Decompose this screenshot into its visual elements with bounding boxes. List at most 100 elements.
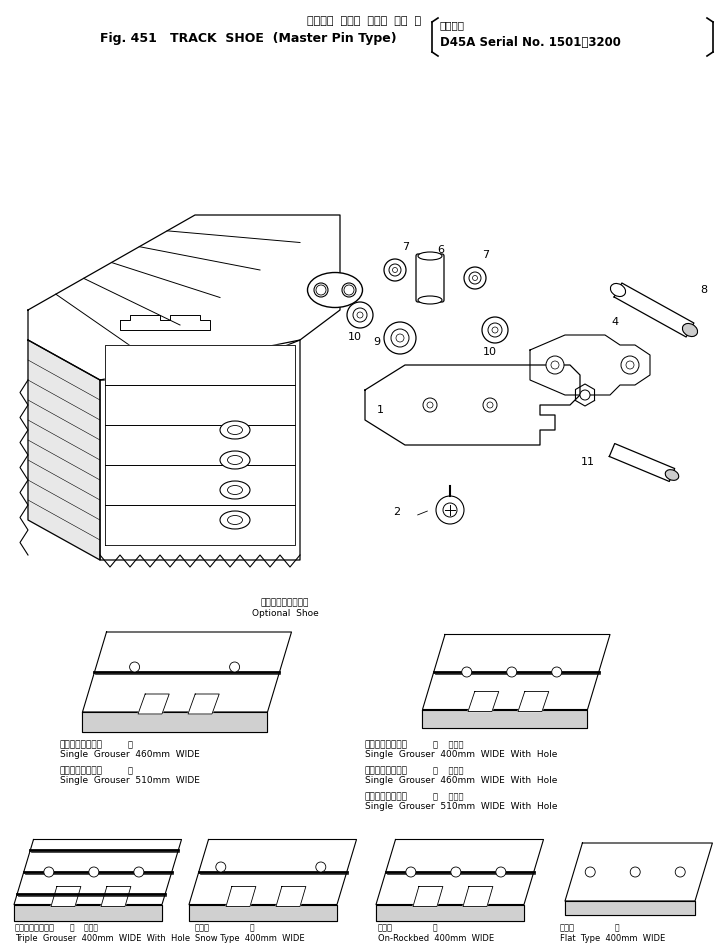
- Polygon shape: [28, 215, 340, 380]
- Circle shape: [134, 867, 144, 877]
- Circle shape: [357, 312, 363, 318]
- Circle shape: [551, 361, 559, 369]
- Ellipse shape: [227, 425, 242, 435]
- Circle shape: [436, 496, 464, 524]
- Polygon shape: [609, 443, 675, 481]
- Ellipse shape: [418, 296, 442, 304]
- Polygon shape: [105, 385, 295, 425]
- Text: シングルグローサ: シングルグローサ: [60, 740, 103, 749]
- Ellipse shape: [307, 273, 363, 307]
- Circle shape: [391, 329, 409, 347]
- Text: シングルグローサ: シングルグローサ: [60, 766, 103, 775]
- Circle shape: [507, 667, 517, 677]
- Circle shape: [396, 334, 404, 342]
- Text: 1: 1: [376, 405, 384, 415]
- Text: 6: 6: [437, 245, 444, 255]
- Polygon shape: [28, 340, 100, 560]
- Circle shape: [482, 317, 508, 343]
- Ellipse shape: [342, 283, 356, 297]
- Text: 8: 8: [700, 285, 707, 295]
- Circle shape: [215, 862, 226, 872]
- Circle shape: [630, 867, 640, 877]
- Text: 11: 11: [581, 457, 595, 467]
- Polygon shape: [422, 634, 610, 709]
- Circle shape: [229, 662, 240, 672]
- Polygon shape: [101, 886, 131, 906]
- Ellipse shape: [220, 481, 250, 499]
- Circle shape: [496, 867, 506, 877]
- Text: オプショナルシュー: オプショナルシュー: [261, 598, 309, 607]
- Circle shape: [488, 323, 502, 337]
- Ellipse shape: [682, 323, 697, 337]
- Text: 適用号機: 適用号機: [440, 20, 465, 30]
- Text: 3: 3: [600, 383, 607, 393]
- Circle shape: [423, 398, 437, 412]
- Polygon shape: [105, 505, 295, 545]
- Text: 幅    穴あき: 幅 穴あき: [433, 740, 464, 749]
- Text: Single  Grouser  460mm  WIDE  With  Hole: Single Grouser 460mm WIDE With Hole: [365, 776, 558, 785]
- Text: 雪上用: 雪上用: [195, 923, 210, 932]
- Polygon shape: [413, 886, 443, 906]
- Polygon shape: [565, 901, 695, 915]
- Ellipse shape: [610, 283, 625, 297]
- Ellipse shape: [384, 259, 406, 281]
- Polygon shape: [376, 840, 544, 904]
- Circle shape: [89, 867, 99, 877]
- Polygon shape: [614, 283, 694, 337]
- Ellipse shape: [392, 267, 397, 273]
- Polygon shape: [189, 904, 337, 921]
- Circle shape: [492, 327, 498, 333]
- Ellipse shape: [389, 264, 401, 276]
- Polygon shape: [14, 904, 162, 921]
- Ellipse shape: [227, 515, 242, 525]
- Polygon shape: [105, 465, 295, 505]
- Text: 7: 7: [402, 242, 409, 252]
- Text: Optional  Shoe: Optional Shoe: [252, 609, 318, 618]
- Ellipse shape: [220, 451, 250, 469]
- Text: D45A Serial No. 1501～3200: D45A Serial No. 1501～3200: [440, 36, 621, 49]
- Polygon shape: [100, 340, 300, 560]
- Polygon shape: [226, 886, 256, 906]
- Circle shape: [44, 867, 54, 877]
- Text: Fig. 451   TRACK  SHOE  (Master Pin Type): Fig. 451 TRACK SHOE (Master Pin Type): [100, 32, 397, 45]
- Text: 岩盤用: 岩盤用: [378, 923, 393, 932]
- Circle shape: [552, 667, 562, 677]
- Ellipse shape: [418, 252, 442, 260]
- Text: 平滑用: 平滑用: [560, 923, 575, 932]
- Ellipse shape: [469, 272, 481, 284]
- Polygon shape: [468, 691, 499, 711]
- FancyBboxPatch shape: [416, 254, 444, 302]
- Circle shape: [316, 285, 326, 295]
- Ellipse shape: [220, 511, 250, 529]
- Circle shape: [462, 667, 472, 677]
- Circle shape: [405, 867, 416, 877]
- Polygon shape: [518, 691, 549, 711]
- Circle shape: [130, 662, 140, 672]
- Circle shape: [443, 503, 457, 517]
- Circle shape: [626, 361, 634, 369]
- Text: 9: 9: [373, 337, 380, 347]
- Polygon shape: [82, 712, 267, 732]
- Polygon shape: [276, 886, 306, 906]
- Text: 幅    穴あき: 幅 穴あき: [433, 792, 464, 801]
- Text: シングルグローサ: シングルグローサ: [365, 766, 408, 775]
- Text: 7: 7: [482, 250, 489, 260]
- Circle shape: [487, 402, 493, 408]
- Text: Single  Grouser  510mm  WIDE  With  Hole: Single Grouser 510mm WIDE With Hole: [365, 802, 558, 811]
- Polygon shape: [365, 365, 580, 445]
- Circle shape: [427, 402, 433, 408]
- Text: シングルグローサ: シングルグローサ: [365, 792, 408, 801]
- Polygon shape: [14, 840, 181, 904]
- Text: 4: 4: [612, 317, 619, 327]
- Text: Flat  Type  400mm  WIDE: Flat Type 400mm WIDE: [560, 934, 665, 943]
- Text: Triple  Grouser  400mm  WIDE  With  Hole: Triple Grouser 400mm WIDE With Hole: [15, 934, 190, 943]
- Circle shape: [483, 398, 497, 412]
- Ellipse shape: [220, 421, 250, 439]
- Text: 幅: 幅: [128, 740, 133, 749]
- Ellipse shape: [464, 267, 486, 289]
- Circle shape: [621, 356, 639, 374]
- Text: Single  Grouser  400mm  WIDE  With  Hole: Single Grouser 400mm WIDE With Hole: [365, 750, 558, 759]
- Circle shape: [344, 285, 354, 295]
- Text: Single  Grouser  510mm  WIDE: Single Grouser 510mm WIDE: [60, 776, 200, 785]
- Text: 幅: 幅: [433, 923, 438, 932]
